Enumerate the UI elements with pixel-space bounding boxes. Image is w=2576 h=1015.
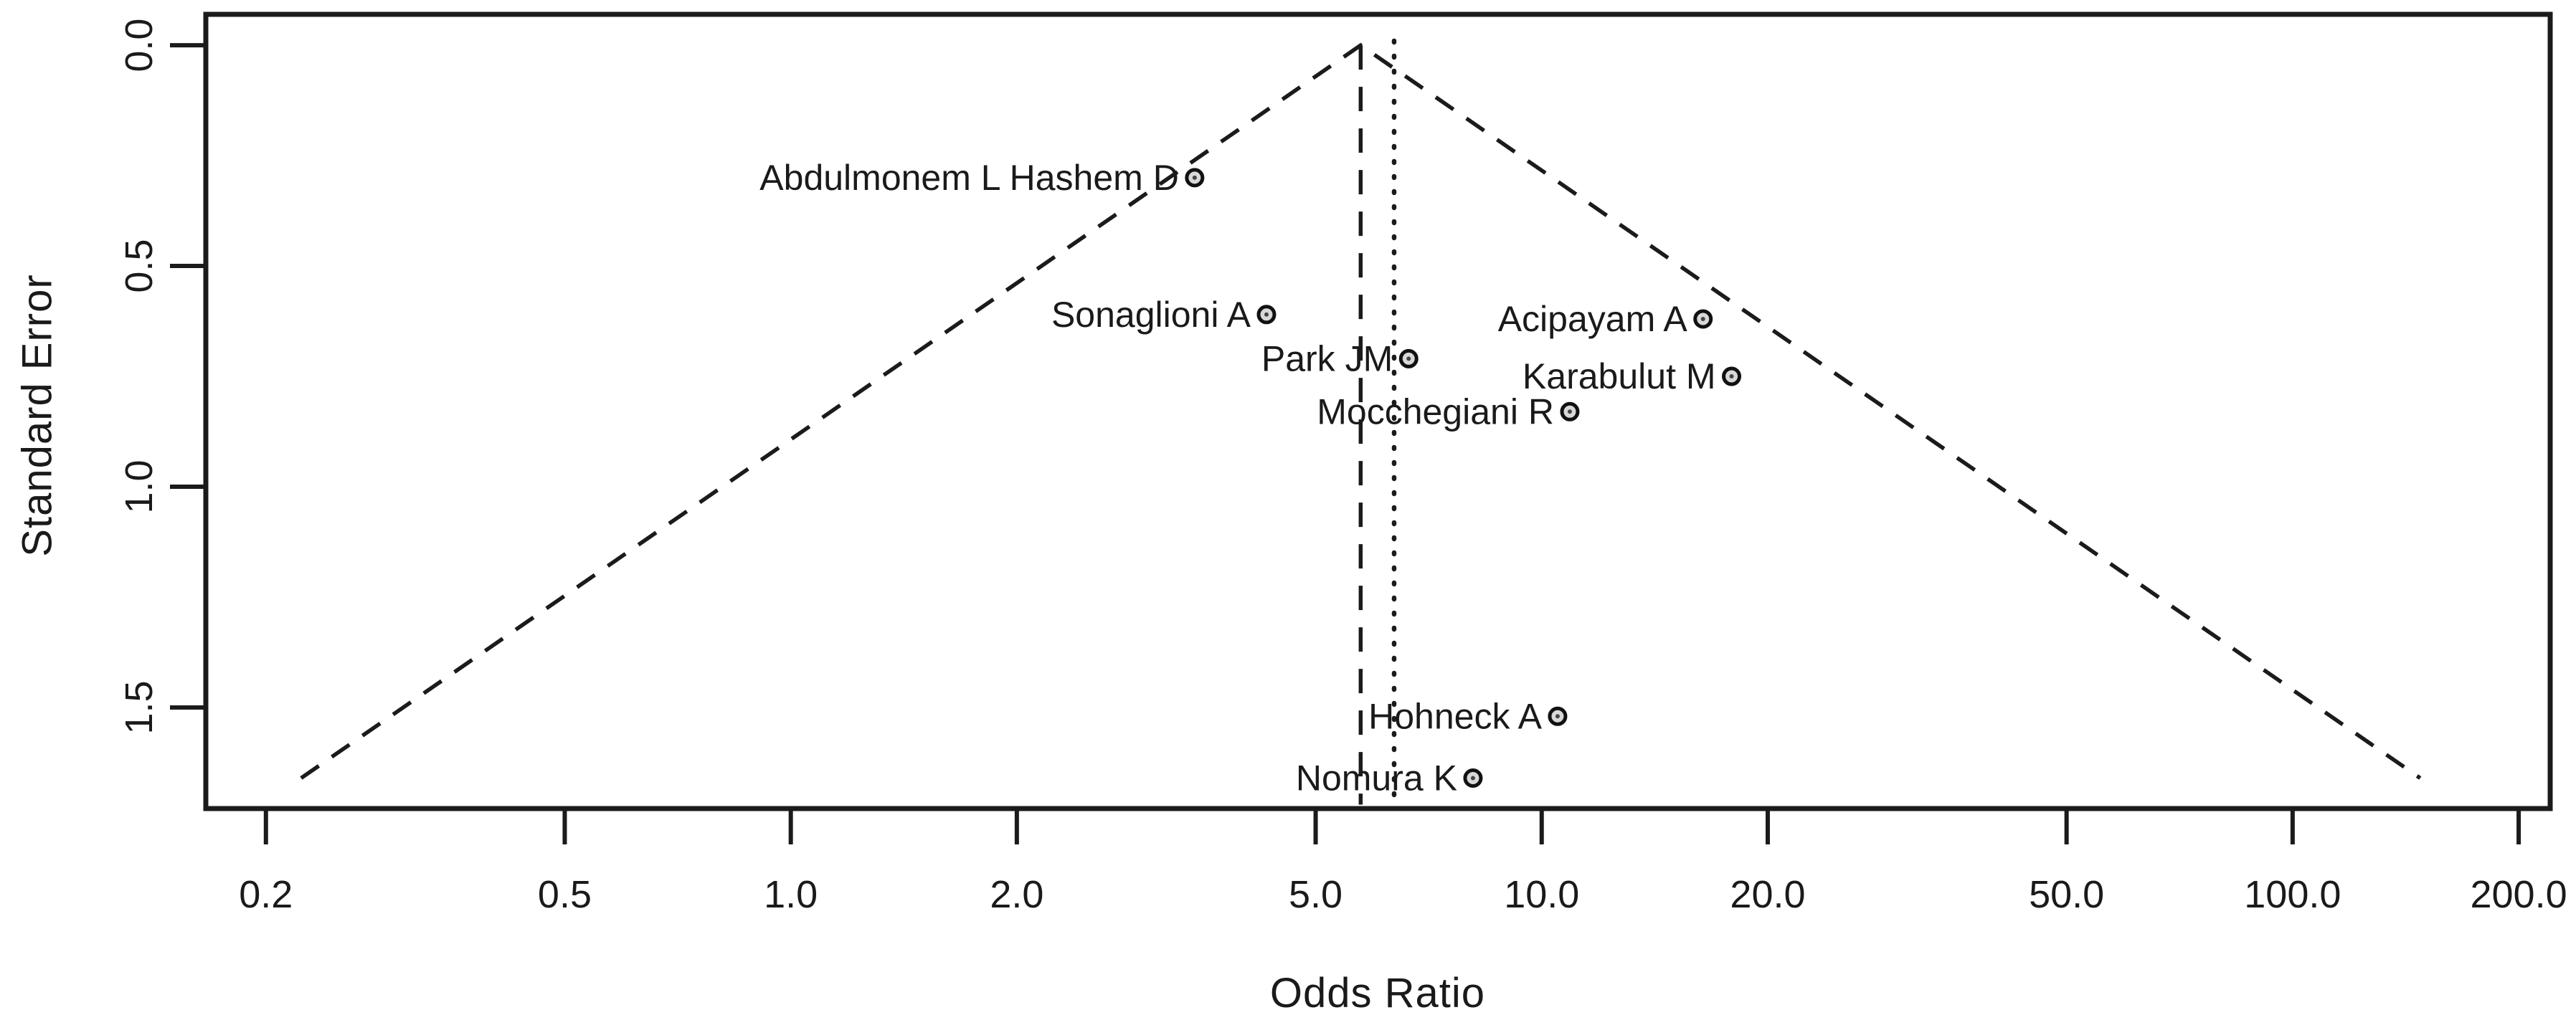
data-point-label: Nomura K — [1296, 758, 1457, 799]
x-tick-label: 2.0 — [990, 873, 1043, 916]
data-point-marker-core — [1567, 409, 1572, 414]
y-axis-title: Standard Error — [14, 274, 61, 557]
data-point-label: Karabulut M — [1523, 356, 1716, 396]
x-tick-label: 1.0 — [764, 873, 818, 916]
x-tick-label: 0.2 — [239, 873, 293, 916]
data-point-label: Park JM — [1261, 338, 1393, 378]
y-tick-label: 0.0 — [118, 19, 161, 72]
y-tick-label: 1.5 — [118, 680, 161, 734]
data-point-marker-core — [1264, 312, 1269, 317]
x-tick-label: 100.0 — [2244, 873, 2341, 916]
x-tick-label: 5.0 — [1289, 873, 1343, 916]
x-tick-label: 0.5 — [538, 873, 592, 916]
data-point-marker-core — [1700, 316, 1705, 321]
data-point-marker-core — [1192, 175, 1197, 180]
data-point-label: Acipayam A — [1498, 299, 1688, 339]
data-point-marker-core — [1406, 356, 1411, 361]
x-tick-label: 20.0 — [1730, 873, 1805, 916]
plot-border — [203, 11, 2553, 811]
x-tick-label: 200.0 — [2470, 873, 2567, 916]
data-point-label: Mocchegiani R — [1317, 391, 1554, 432]
data-point-label: Sonaglioni A — [1051, 295, 1251, 335]
funnel-boundary-lines — [300, 42, 2422, 780]
data-point-marker-core — [1729, 374, 1734, 379]
x-tick-label: 10.0 — [1504, 873, 1579, 916]
y-tick-label: 1.0 — [118, 459, 161, 513]
x-tick-label: 50.0 — [2029, 873, 2104, 916]
data-point-label: Abdulmonem L Hashem D — [759, 158, 1179, 198]
data-point-label: Hohneck A — [1368, 696, 1542, 736]
y-tick-label: 0.5 — [118, 239, 161, 293]
x-axis-title: Odds Ratio — [1269, 970, 1486, 1015]
data-point-marker-core — [1470, 776, 1475, 781]
data-point-marker-core — [1555, 714, 1560, 719]
